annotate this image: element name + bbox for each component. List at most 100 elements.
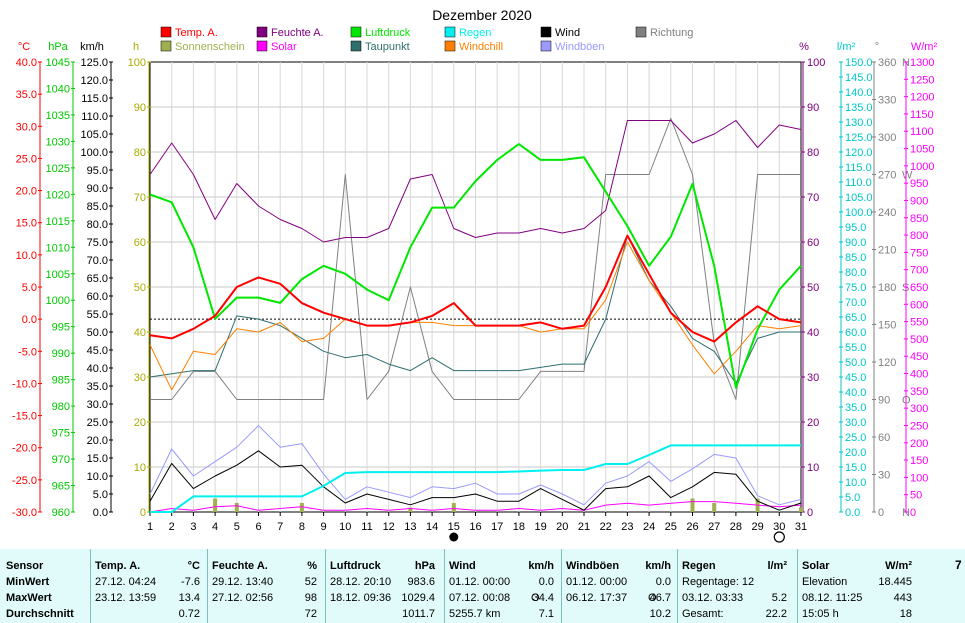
stat-row: 1011.7 xyxy=(330,606,435,622)
tick-label-wind: 10.0 xyxy=(87,471,108,483)
stat-row-value: 0.0 xyxy=(538,576,554,588)
tick-label-rain: 20.0 xyxy=(845,447,866,459)
tick-label-solar: 950 xyxy=(910,178,928,190)
tick-label-rain: 40.0 xyxy=(845,387,866,399)
stat-row: Elevation 18.445 xyxy=(802,574,912,590)
bar-sonnenschein xyxy=(712,503,717,512)
stat-block: Luftdruck hPa 28.12. 20:10 983.6 18.12. 09:3… xyxy=(325,549,441,623)
tick-label-pressure: 975 xyxy=(52,428,70,440)
x-tick-label: 21 xyxy=(578,521,590,533)
x-tick-label: 22 xyxy=(600,521,612,533)
stat-row-label: Elevation xyxy=(802,576,848,588)
stat-row-value: 52 xyxy=(304,576,317,588)
stat-title: Solar xyxy=(802,560,830,572)
tick-label-temp: 30.0 xyxy=(16,121,37,133)
tick-label-rain: 95.0 xyxy=(845,222,866,234)
tick-label-direction: 270 xyxy=(878,170,896,182)
tick-label-sun: 20 xyxy=(134,417,146,429)
tick-label-direction: 120 xyxy=(878,357,896,369)
stat-row: 29.12. 13:40 52 xyxy=(212,574,317,590)
tick-label-direction: 180 xyxy=(878,282,896,294)
tick-label-wind: 60.0 xyxy=(87,291,108,303)
tick-label-wind: 40.0 xyxy=(87,363,108,375)
tick-label-wind: 70.0 xyxy=(87,255,108,267)
stat-row-value: 443 xyxy=(893,592,912,604)
x-tick-label: 20 xyxy=(556,521,568,533)
tick-label-rain: 110.0 xyxy=(845,177,872,189)
tick-label-wind: 65.0 xyxy=(87,273,108,285)
x-tick-label: 14 xyxy=(426,521,438,533)
tick-label-solar: 900 xyxy=(910,195,928,207)
tick-label-rain: 120.0 xyxy=(845,147,873,159)
tick-label-pressure: 1040 xyxy=(46,83,70,95)
tick-label-solar: 650 xyxy=(910,282,928,294)
stat-block: Feuchte A.% 29.12. 13:40 52 27.12. 02:56 98 7… xyxy=(207,549,323,623)
tick-label-temp: 20.0 xyxy=(16,186,37,198)
tick-label-wind: 30.0 xyxy=(87,399,108,411)
tick-label-solar: 400 xyxy=(910,369,928,381)
legend-label: Feuchte A. xyxy=(271,27,324,39)
tick-label-rain: 90.0 xyxy=(845,237,866,249)
stat-block-header: Temp. A. °C xyxy=(95,558,200,574)
tick-label-rain: 130.0 xyxy=(845,117,873,129)
compass-label: W xyxy=(902,170,913,182)
tick-label-wind: 50.0 xyxy=(87,327,108,339)
legend-swatch xyxy=(256,40,268,52)
tick-label-solar: 200 xyxy=(910,438,928,450)
tick-label-pressure: 995 xyxy=(52,322,70,334)
stat-row-value: 18.445 xyxy=(878,576,912,588)
bar-sonnenschein xyxy=(234,503,239,512)
tick-label-solar: 1250 xyxy=(910,74,934,86)
stat-block: Regen l/m² Regentage: 12 03.12. 03:33 5.2 Ges… xyxy=(677,549,793,623)
x-tick-label: 24 xyxy=(643,521,655,533)
stat-unit: hPa xyxy=(414,560,435,572)
stat-row-label: Gesamt: xyxy=(682,608,724,620)
tick-label-rain: 55.0 xyxy=(845,342,866,354)
stat-row: 01.12. 00:00 0.0 xyxy=(566,574,671,590)
stat-row: 28.12. 20:10 983.6 xyxy=(330,574,435,590)
legend-swatch xyxy=(160,40,172,52)
x-tick-label: 30 xyxy=(773,521,785,533)
x-tick-label: 27 xyxy=(708,521,720,533)
tick-label-humidity: 10 xyxy=(807,462,819,474)
series-line-regen xyxy=(150,444,801,513)
compass-label: N xyxy=(902,507,910,519)
x-tick-label: 4 xyxy=(212,521,218,533)
stat-block-header: Wind km/h xyxy=(449,558,554,574)
tick-label-temp: 40.0 xyxy=(16,57,37,69)
tick-label-temp: -30.0 xyxy=(12,507,37,519)
stat-row-value: 34.4 xyxy=(532,592,554,604)
stat-row: 23.12. 13:59 13.4 xyxy=(95,590,200,606)
series-line-wind xyxy=(149,450,802,511)
tick-label-temp: 15.0 xyxy=(16,218,37,230)
series-line-temp-a- xyxy=(149,234,802,343)
x-tick-label: 10 xyxy=(339,521,351,533)
tick-label-rain: 15.0 xyxy=(845,462,866,474)
tick-label-pressure: 1010 xyxy=(46,242,70,254)
tick-label-rain: 10.0 xyxy=(845,477,866,489)
new-moon-icon xyxy=(449,532,459,542)
stat-unit: °C xyxy=(187,560,200,572)
tick-label-pressure: 985 xyxy=(52,375,70,387)
tick-label-pressure: 1020 xyxy=(46,189,70,201)
tick-label-temp: -15.0 xyxy=(12,411,37,423)
tick-label-temp: 25.0 xyxy=(16,153,37,165)
tick-label-solar: 1300 xyxy=(910,57,934,69)
tick-label-rain: 100.0 xyxy=(845,207,873,219)
tick-label-wind: 75.0 xyxy=(87,237,108,249)
stat-row-direction: O xyxy=(648,592,657,604)
x-tick-label: 17 xyxy=(491,521,503,533)
tick-label-wind: 110.0 xyxy=(81,111,108,123)
tick-label-rain: 35.0 xyxy=(845,402,866,414)
x-tick-label: 2 xyxy=(169,521,175,533)
stat-row-value: 46.7 xyxy=(649,592,671,604)
tick-label-wind: 25.0 xyxy=(87,417,108,429)
tick-label-temp: 10.0 xyxy=(16,250,37,262)
bar-sonnenschein xyxy=(690,498,695,512)
axis-title-sun: h xyxy=(133,41,139,53)
tick-label-humidity: 80 xyxy=(807,147,819,159)
legend-label: Taupunkt xyxy=(365,41,410,53)
tick-label-rain: 105.0 xyxy=(845,192,873,204)
axis-title-direction: ° xyxy=(875,41,879,53)
tick-label-direction: 0 xyxy=(878,507,884,519)
